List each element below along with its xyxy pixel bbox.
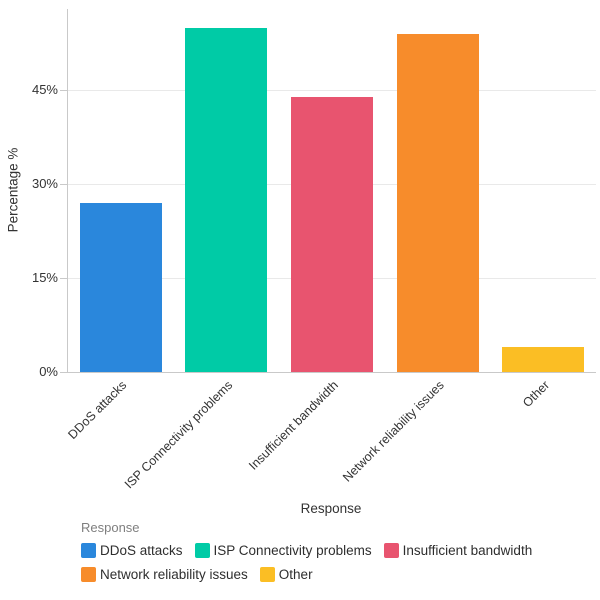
y-tick-mark-30 bbox=[60, 183, 67, 185]
y-tick-label-30: 30% bbox=[31, 176, 58, 192]
legend: Response DDoS attacks ISP Connectivity pr… bbox=[81, 520, 532, 591]
y-tick-label-0: 0% bbox=[39, 364, 58, 379]
legend-item-label: Network reliability issues bbox=[100, 567, 248, 582]
x-tick-label-insufficient-bandwidth: Insufficient bandwidth bbox=[246, 378, 341, 473]
y-tick-label-45: 45% bbox=[31, 82, 58, 98]
legend-swatch-icon bbox=[81, 543, 96, 558]
legend-item-label: ISP Connectivity problems bbox=[213, 543, 372, 558]
legend-title: Response bbox=[81, 520, 140, 535]
legend-item-insufficient-bandwidth[interactable]: Insufficient bandwidth bbox=[383, 543, 533, 558]
bar-network-reliability-issues[interactable] bbox=[396, 34, 479, 372]
legend-item-other[interactable]: Other bbox=[259, 567, 313, 582]
legend-swatch-icon bbox=[383, 543, 399, 558]
x-axis-title: Response bbox=[300, 501, 362, 516]
bar-ddos-attacks[interactable] bbox=[79, 203, 162, 372]
legend-rows: DDoS attacks ISP Connectivity problems Ins… bbox=[81, 543, 532, 582]
y-tick-label-15: 15% bbox=[31, 270, 58, 286]
legend-item-label: Insufficient bandwidth bbox=[402, 543, 533, 558]
bar-insufficient-bandwidth[interactable] bbox=[291, 96, 373, 372]
x-tick-label-ddos-attacks: DDoS attacks bbox=[65, 378, 130, 442]
plot-area bbox=[60, 9, 596, 373]
legend-row-1: DDoS attacks ISP Connectivity problems Ins… bbox=[81, 543, 532, 558]
legend-swatch-icon bbox=[81, 567, 96, 582]
x-tick-label-isp-connectivity-problems: ISP Connectivity problems bbox=[121, 378, 236, 492]
gridline-45 bbox=[68, 89, 596, 91]
legend-item-isp-connectivity-problems[interactable]: ISP Connectivity problems bbox=[194, 543, 372, 558]
legend-item-label: Other bbox=[278, 567, 313, 582]
bar-isp-connectivity-problems[interactable] bbox=[185, 27, 268, 372]
legend-swatch-icon bbox=[194, 543, 210, 558]
y-tick-mark-15 bbox=[60, 277, 67, 279]
y-tick-mark-0 bbox=[60, 371, 67, 373]
x-tick-label-network-reliability-issues: Network reliability issues bbox=[339, 378, 447, 485]
legend-swatch-icon bbox=[259, 567, 275, 582]
legend-item-network-reliability-issues[interactable]: Network reliability issues bbox=[81, 567, 248, 582]
y-tick-mark-45 bbox=[60, 89, 67, 91]
legend-item-ddos-attacks[interactable]: DDoS attacks bbox=[81, 543, 183, 558]
x-tick-label-other: Other bbox=[520, 378, 553, 411]
legend-item-label: DDoS attacks bbox=[100, 543, 183, 558]
legend-row-2: Network reliability issues Other bbox=[81, 567, 532, 582]
bar-other[interactable] bbox=[502, 346, 585, 372]
